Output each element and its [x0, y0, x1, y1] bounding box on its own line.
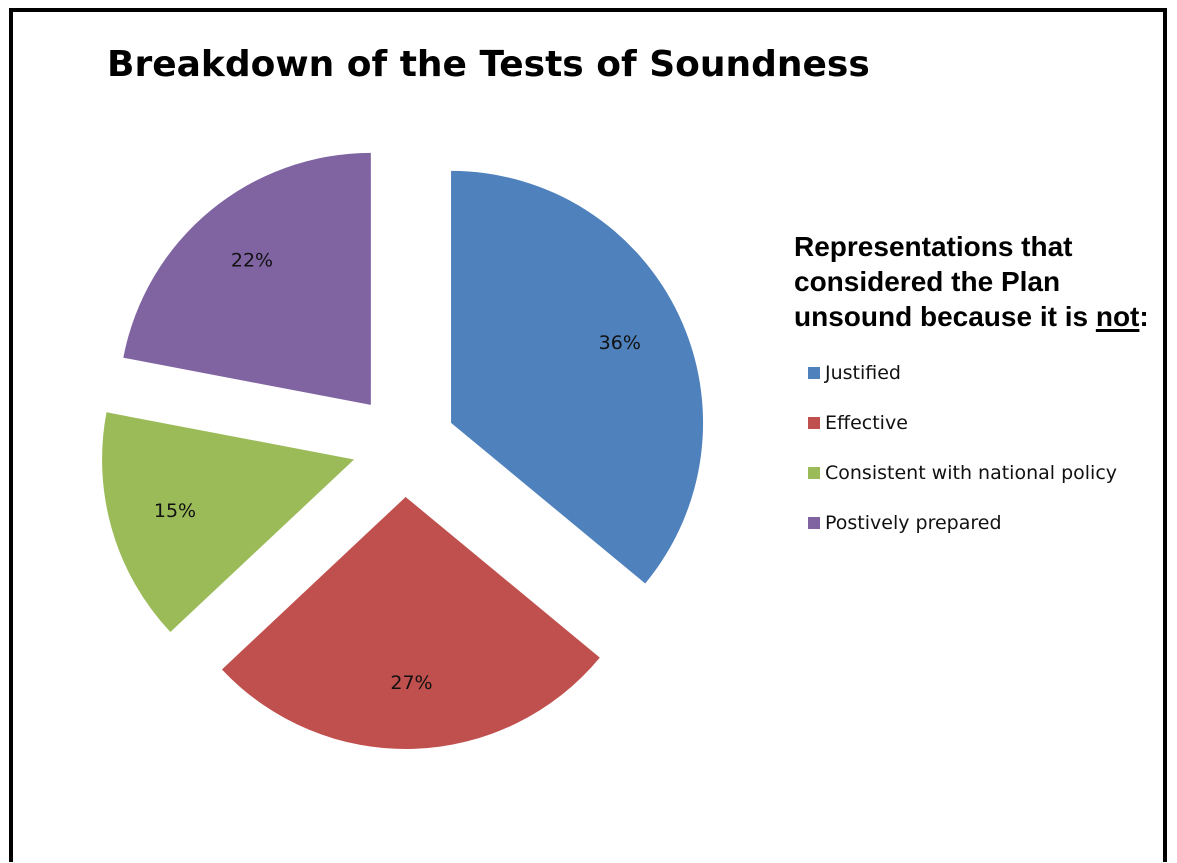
legend-label: Consistent with national policy [825, 462, 1118, 484]
pie-slice-effective [221, 496, 600, 749]
legend-label: Postively prepared [825, 512, 1002, 534]
legend-swatch [808, 417, 820, 429]
pie-slice-postively-prepared [123, 152, 371, 405]
pie-slice-consistent-with-national-policy [102, 412, 355, 633]
legend-item: Effective [808, 398, 1169, 448]
legend-title-emphasis: not [1095, 301, 1140, 332]
legend-title: Representations that considered the Plan… [794, 229, 1169, 334]
legend-item: Postively prepared [808, 498, 1169, 548]
slice-value-label: 15% [154, 500, 196, 522]
legend-swatch [808, 517, 820, 529]
slice-value-label: 22% [231, 250, 273, 272]
legend-label: Justified [825, 362, 901, 384]
slice-value-label: 27% [390, 672, 432, 694]
chart-legend: Representations that considered the Plan… [794, 229, 1169, 548]
pie-slices [102, 152, 704, 749]
legend-item: Justified [808, 348, 1169, 398]
legend-swatch [808, 367, 820, 379]
legend-swatch [808, 467, 820, 479]
legend-title-end: : [1139, 301, 1149, 332]
pie-slice-justified [451, 170, 704, 584]
chart-title: Breakdown of the Tests of Soundness [107, 44, 870, 85]
legend-items: Justified Effective Consistent with nation… [794, 348, 1169, 548]
legend-title-text: Representations that considered the Plan… [794, 231, 1096, 332]
legend-label: Effective [825, 412, 908, 434]
slice-value-label: 36% [599, 332, 641, 354]
pie-value-labels: 36% 27% 15% 22% [154, 250, 641, 694]
legend-item: Consistent with national policy [808, 448, 1169, 498]
